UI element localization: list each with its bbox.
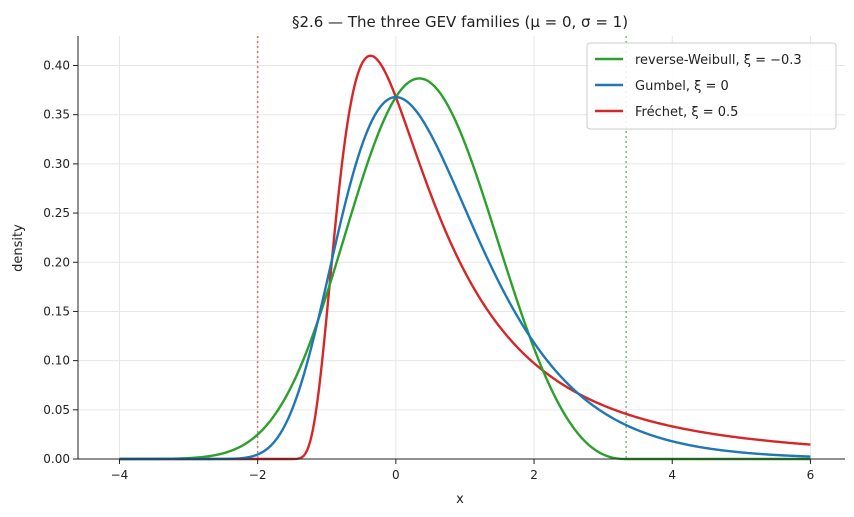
x-tick-label: 2	[530, 468, 538, 482]
y-tick-label: 0.35	[43, 108, 70, 122]
y-tick-label: 0.05	[43, 403, 70, 417]
x-tick-label: 6	[807, 468, 815, 482]
y-tick-label: 0.00	[43, 452, 70, 466]
tick-labels: −4 −2 0 2 4 6 0.00 0.05 0.10 0.15 0.20 0.25 0.30 0.35…	[43, 59, 814, 482]
x-axis-label: x	[456, 492, 464, 507]
y-tick-label: 0.20	[43, 255, 70, 269]
chart-title: §2.6 — The three GEV families (μ = 0, σ …	[292, 13, 628, 31]
series-line-1	[119, 95, 811, 461]
reference-lines	[256, 36, 627, 459]
y-tick-label: 0.25	[43, 206, 70, 220]
legend-box	[586, 42, 837, 130]
y-tick-label: 0.40	[43, 59, 70, 73]
legend-entry: Fréchet, ξ = 0.5	[635, 105, 738, 120]
series-line-0	[119, 77, 811, 461]
x-tick-label: −2	[249, 468, 267, 482]
x-tick-label: −4	[111, 468, 129, 482]
legend-entry: reverse-Weibull, ξ = −0.3	[635, 53, 802, 68]
y-tick-label: 0.10	[43, 354, 70, 368]
y-axis-label: density	[11, 224, 26, 272]
x-tick-label: 4	[668, 468, 676, 482]
y-tick-label: 0.30	[43, 157, 70, 171]
y-tick-label: 0.15	[43, 304, 70, 318]
x-tick-label: 0	[392, 468, 400, 482]
legend-entry: Gumbel, ξ = 0	[635, 79, 729, 94]
axes	[73, 36, 845, 464]
legend: reverse-Weibull, ξ = −0.3 Gumbel, ξ = 0 Fr…	[586, 42, 837, 130]
